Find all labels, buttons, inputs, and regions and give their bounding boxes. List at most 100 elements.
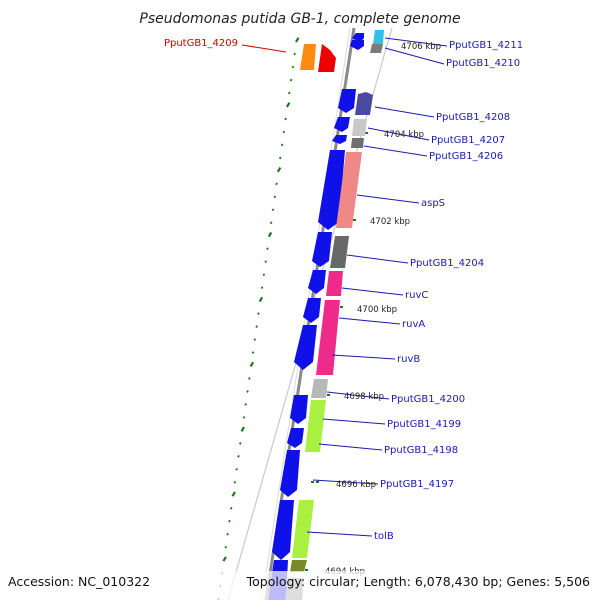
cds-arrow (350, 40, 364, 50)
gc-dot (229, 506, 233, 510)
gene-label-4200[interactable]: PputGB1_4200 (391, 394, 465, 405)
cds-arrow (312, 232, 332, 267)
highlight-gene-4209[interactable] (300, 44, 336, 72)
label-leader-line (318, 443, 383, 451)
label-leader-line (384, 47, 445, 65)
cds-arrow (338, 89, 356, 113)
cds-arrow (290, 395, 308, 424)
gene-label-4206[interactable]: PputGB1_4206 (429, 151, 503, 162)
gc-dot (266, 247, 269, 251)
label-leader-line (363, 145, 428, 157)
label-leader-line (338, 317, 401, 325)
label-leader-line (356, 194, 420, 204)
cds-arrow (332, 135, 347, 144)
genome-stats-label: Topology: circular; Length: 6,078,430 bp… (246, 574, 590, 589)
map-title: Pseudomonas putida GB-1, complete genome (139, 11, 460, 27)
gc-dot (249, 361, 255, 367)
gc-dot (258, 296, 264, 303)
gc-dot (280, 143, 284, 147)
gene-block-4208 (355, 92, 373, 115)
cds-arrow (303, 298, 321, 323)
gene-track-right (285, 30, 384, 600)
gc-dot (228, 519, 231, 523)
kbp-label: 4700 kbp (357, 305, 397, 315)
gene-block-4204 (330, 236, 349, 268)
gc-dot (275, 182, 278, 186)
gene-block-4207 (352, 119, 367, 136)
label-leaders (241, 37, 448, 537)
gc-dot (224, 545, 228, 549)
gene-label-asps[interactable]: aspS (421, 198, 445, 209)
cds-arrow (280, 450, 300, 497)
gene-block-tolb (292, 500, 314, 558)
kbp-label: 4698 kbp (344, 392, 384, 402)
gene-block-4209-orange[interactable] (300, 44, 316, 70)
gc-dot (251, 351, 255, 354)
gc-dot (240, 426, 245, 432)
gc-dot (244, 403, 248, 406)
gene-label-4210[interactable]: PputGB1_4210 (446, 58, 520, 69)
gc-dot (264, 260, 267, 264)
gc-dot (237, 455, 240, 458)
label-leader-line (367, 127, 430, 141)
gene-label-tolb[interactable]: tolB (374, 531, 394, 542)
gc-dot (271, 208, 275, 212)
label-leader-line (374, 106, 435, 118)
gc-dot (246, 390, 249, 393)
gc-dot (285, 102, 291, 108)
gene-label-4208[interactable]: PputGB1_4208 (436, 112, 510, 123)
label-leader-line (326, 391, 390, 400)
gc-dot-track (217, 37, 300, 600)
gc-dot (291, 65, 295, 69)
gc-dot (293, 52, 297, 56)
gene-label-ruvc[interactable]: ruvC (405, 290, 428, 301)
footer-backdrop (0, 571, 600, 600)
kbp-label: 4706 kbp (401, 42, 441, 52)
kbp-label: 4704 kbp (384, 130, 424, 140)
gc-dot (248, 377, 251, 380)
cds-track-left (268, 33, 364, 600)
label-leader-line (322, 418, 386, 425)
gene-label-4197[interactable]: PputGB1_4197 (380, 479, 454, 490)
gc-dot (267, 231, 273, 238)
gc-dot (222, 556, 227, 562)
label-leader-line (241, 44, 287, 53)
gc-dot (226, 532, 229, 536)
gene-label-ruva[interactable]: ruvA (402, 319, 425, 330)
gene-block-4210 (370, 44, 383, 53)
cds-arrow (272, 500, 294, 560)
gene-label-4207[interactable]: PputGB1_4207 (431, 135, 505, 146)
gc-dot (287, 91, 291, 95)
gene-label-4211[interactable]: PputGB1_4211 (449, 40, 523, 51)
gc-dot (242, 416, 246, 419)
gene-block-asps (336, 152, 362, 228)
gene-block-ruvc (326, 271, 343, 296)
gc-dot (273, 195, 277, 199)
label-leader-line (346, 254, 409, 264)
gene-label-4199[interactable]: PputGB1_4199 (387, 419, 461, 430)
gene-label-ruvb[interactable]: ruvB (397, 354, 420, 365)
cds-arrow (294, 325, 317, 370)
cds-arrow (308, 270, 326, 294)
gene-block-4200 (311, 379, 328, 398)
gene-label-4209[interactable]: PputGB1_4209 (164, 38, 238, 49)
gene-labels: PputGB1_4209 PputGB1_4211 PputGB1_4210 P… (164, 38, 523, 542)
gc-dot (295, 37, 300, 43)
gc-dot (233, 480, 237, 484)
gc-dot (235, 467, 238, 471)
gene-block-olive (290, 560, 307, 572)
gene-label-4204[interactable]: PputGB1_4204 (410, 258, 484, 269)
label-leader-line (312, 479, 379, 485)
gc-dot (289, 78, 293, 82)
gc-dot (269, 221, 273, 225)
label-leader-line (341, 287, 404, 296)
cds-arrow (287, 428, 304, 448)
gc-dot (238, 442, 242, 445)
label-leader-line (384, 37, 448, 47)
gene-arrow-4209-red[interactable] (318, 44, 336, 72)
gc-dot (253, 338, 257, 341)
cds-arrow (318, 150, 345, 230)
gene-block-4211 (373, 30, 384, 44)
gene-label-4198[interactable]: PputGB1_4198 (384, 445, 458, 456)
